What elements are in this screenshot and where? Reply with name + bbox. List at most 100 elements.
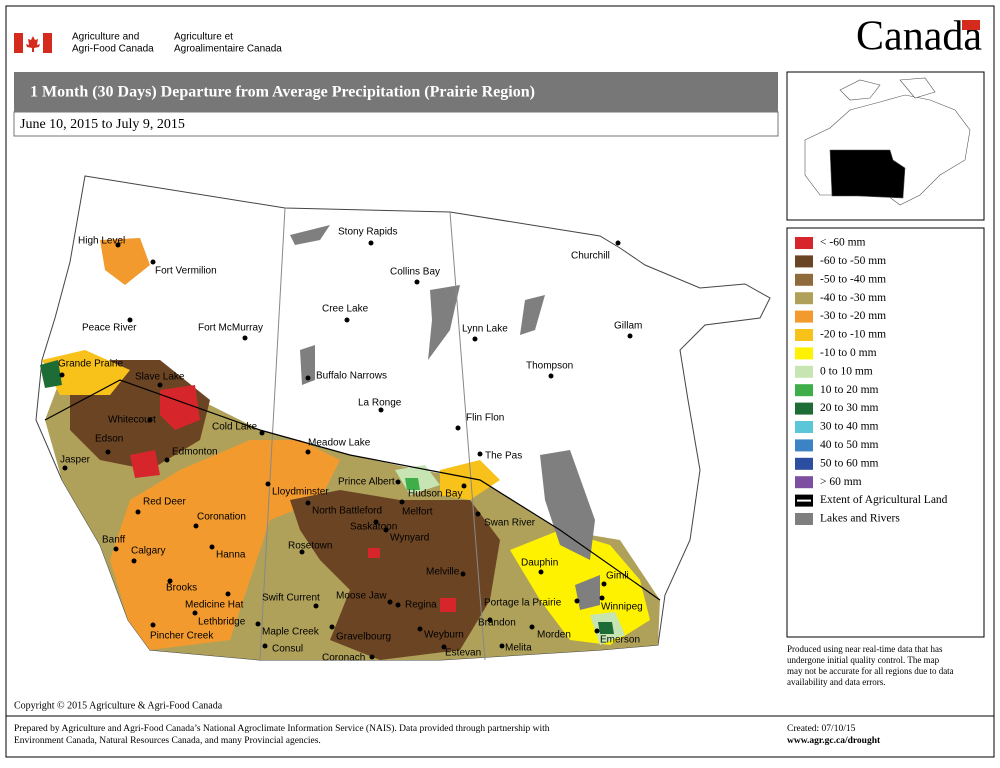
place-label: Red Deer <box>143 497 186 508</box>
place-dot <box>574 598 580 604</box>
place-dot <box>127 317 133 323</box>
lake <box>290 225 330 245</box>
precip-area <box>290 490 500 660</box>
place-label: Stony Rapids <box>338 227 397 238</box>
prepared: Prepared by Agriculture and Agri-Food Ca… <box>14 723 550 734</box>
lake <box>575 575 600 610</box>
place-dot <box>594 628 600 634</box>
legend-label: Lakes and Rivers <box>820 513 900 525</box>
place-label: Weyburn <box>424 630 464 641</box>
place-dot <box>135 509 141 515</box>
place-label: Consul <box>272 644 303 655</box>
place-dot <box>601 581 607 587</box>
place-dot <box>313 603 319 609</box>
subtitle: June 10, 2015 to July 9, 2015 <box>20 117 185 132</box>
place-dot <box>368 240 374 246</box>
place-label: Buffalo Narrows <box>316 371 387 382</box>
place-label: Swan River <box>484 518 536 529</box>
place-label: Grande Prairie <box>58 359 123 370</box>
title: 1 Month (30 Days) Departure from Average… <box>30 84 535 101</box>
legend-label: < -60 mm <box>820 237 866 249</box>
place-label: Coronation <box>197 512 246 523</box>
precip-area <box>598 622 614 634</box>
place-label: High Level <box>78 236 125 247</box>
place-label: Flin Flon <box>466 413 504 424</box>
precip-area <box>130 450 160 478</box>
legend-swatch <box>795 439 813 452</box>
legend-swatch <box>795 292 813 305</box>
place-dot <box>373 519 379 525</box>
place-dot <box>472 336 478 342</box>
place-label: Brandon <box>478 618 516 629</box>
place-label: Coronach <box>322 653 365 664</box>
legend-swatch <box>795 347 813 360</box>
legend-label: 20 to 30 mm <box>820 402 879 414</box>
place-dot <box>265 481 271 487</box>
precip-area <box>368 548 380 558</box>
place-label: Slave Lake <box>135 372 185 383</box>
place-label: North Battleford <box>312 506 382 517</box>
place-dot <box>538 569 544 575</box>
place-label: Brooks <box>166 583 197 594</box>
place-dot <box>475 511 481 517</box>
legend-label: -40 to -30 mm <box>820 292 886 304</box>
place-dot <box>157 382 163 388</box>
place-dot <box>115 242 121 248</box>
place-dot <box>417 626 423 632</box>
place-dot <box>147 417 153 423</box>
place-label: Thompson <box>526 361 573 372</box>
place-dot <box>305 500 311 506</box>
department-en: Agri-Food Canada <box>72 44 154 55</box>
place-dot <box>477 451 483 457</box>
place-label: Churchill <box>571 251 610 262</box>
place-dot <box>167 578 173 584</box>
place-dot <box>399 499 405 505</box>
legend-label: 50 to 60 mm <box>820 457 879 469</box>
prepared: Environment Canada, Natural Resources Ca… <box>14 736 321 746</box>
place-label: Banff <box>102 535 125 546</box>
lake <box>520 295 545 335</box>
place-dot <box>150 622 156 628</box>
legend-label: Extent of Agricultural Land <box>820 494 948 506</box>
title-bar <box>14 72 778 112</box>
place-dot <box>193 523 199 529</box>
place-label: Regina <box>405 600 437 611</box>
place-dot <box>62 465 68 471</box>
note: Produced using near real-time data that … <box>787 644 943 654</box>
place-dot <box>344 317 350 323</box>
place-dot <box>487 617 493 623</box>
place-dot <box>455 425 461 431</box>
place-label: Fort McMurray <box>198 323 263 334</box>
legend-swatch <box>795 310 813 323</box>
precip-area <box>405 478 420 490</box>
legend-swatch <box>795 237 813 249</box>
legend-label: 40 to 50 mm <box>820 439 879 451</box>
place-dot <box>299 549 305 555</box>
legend-label: -20 to -10 mm <box>820 329 886 341</box>
place-dot <box>627 333 633 339</box>
place-label: Lethbridge <box>198 617 246 628</box>
place-label: Edmonton <box>172 447 218 458</box>
legend-swatch <box>795 273 813 286</box>
place-label: Hanna <box>216 550 246 561</box>
precip-area <box>110 440 340 650</box>
place-dot <box>262 643 268 649</box>
place-label: Cree Lake <box>322 304 369 315</box>
legend-label: 0 to 10 mm <box>820 365 873 377</box>
place-dot <box>599 595 605 601</box>
border <box>449 211 486 661</box>
place-label: Prince Albert <box>338 477 395 488</box>
place-label: Cold Lake <box>212 422 257 433</box>
place-dot <box>548 373 554 379</box>
place-dot <box>305 375 311 381</box>
note: may not be accurate for all regions due … <box>787 666 954 676</box>
place-dot <box>242 335 248 341</box>
place-label: Moose Jaw <box>336 591 387 602</box>
legend-swatch <box>795 457 813 470</box>
legend-swatch <box>795 329 813 341</box>
legend-swatch <box>795 421 813 433</box>
place-dot <box>113 546 119 552</box>
place-label: Lloydminster <box>272 487 329 498</box>
place-dot <box>259 430 265 436</box>
note: undergone initial quality control. The m… <box>787 655 940 665</box>
